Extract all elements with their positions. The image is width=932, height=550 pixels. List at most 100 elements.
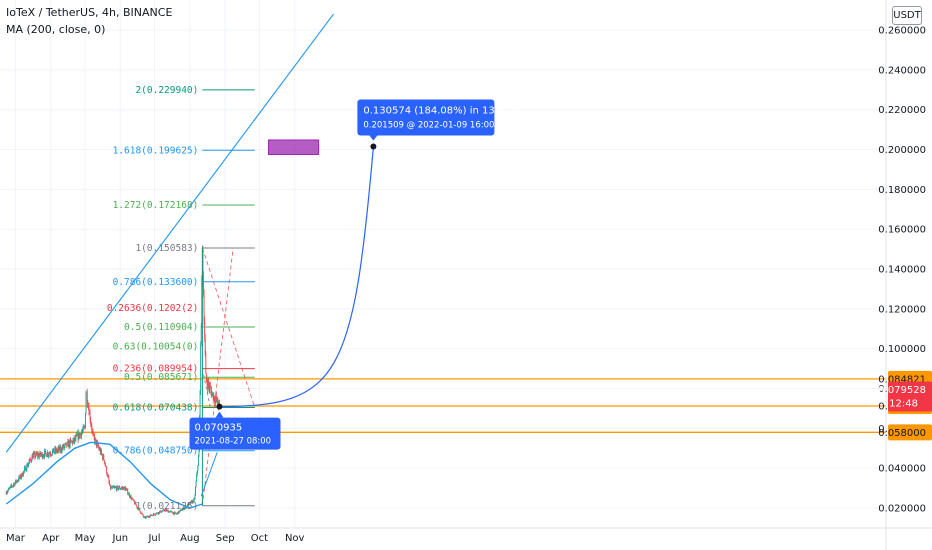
price-tick-label: 0.180000 [878, 185, 926, 196]
candle-body [203, 279, 204, 296]
tooltip-pointer [369, 135, 378, 141]
candle-body [173, 512, 175, 515]
candle-body [184, 507, 186, 509]
candle-body [64, 443, 66, 447]
candle-body [119, 486, 121, 489]
candle-body [196, 474, 198, 482]
candle-body [114, 487, 116, 488]
current-price-tag[interactable]: 0.079528 12:48 [878, 381, 932, 412]
candle-body [53, 452, 55, 453]
price-tag-box [888, 424, 932, 441]
candle-body [154, 514, 156, 516]
candle-body [30, 459, 32, 461]
candle-body [161, 511, 163, 513]
candle-body [198, 451, 200, 457]
price-tag-label: 0.058000 [878, 428, 926, 439]
projection-start-point[interactable] [216, 403, 223, 410]
candle-body [180, 509, 182, 511]
candle-body [106, 473, 108, 476]
candle-body [12, 486, 14, 487]
candle-body [20, 477, 22, 479]
candle-body [17, 480, 19, 482]
fib-extension-tool[interactable]: 2(0.229940) 1.618(0.199625) 1.272(0.172168… [107, 85, 256, 512]
currency-badge[interactable]: USDT [892, 6, 922, 25]
candle-body [200, 325, 202, 345]
drawings-layer[interactable]: 0.070935 2021-08-27 08:00 0.130574 (184.08… [5, 13, 523, 453]
candle-body [128, 493, 130, 497]
candle-body [208, 385, 210, 389]
candle-body [204, 338, 206, 355]
projection-curve[interactable] [219, 146, 374, 408]
candle-body [25, 470, 27, 471]
candle-body [189, 502, 191, 504]
candle-body [167, 510, 169, 513]
candle-body [74, 437, 76, 440]
candle-body [79, 433, 81, 438]
month-tick-label: Jul [147, 533, 160, 544]
projection-end-point[interactable] [370, 143, 377, 150]
candle-body [25, 466, 27, 471]
candle-body [118, 488, 120, 490]
candle-body [135, 502, 137, 505]
candle-body [146, 516, 148, 517]
candle-body [183, 507, 185, 510]
candle-body [117, 486, 118, 487]
projection-start-date: 2021-08-27 08:00 [194, 437, 271, 447]
candle-body [17, 480, 19, 482]
candle-body [54, 448, 56, 452]
tooltip-pointer [215, 411, 224, 418]
candle-body [175, 512, 177, 514]
candle-body [93, 433, 95, 438]
candle-body [131, 498, 133, 499]
candle-body [121, 488, 122, 489]
candle-body [148, 516, 150, 518]
candle-body [38, 455, 40, 458]
candle-body [114, 487, 116, 488]
candle-body [175, 513, 177, 515]
candle-body [215, 396, 217, 399]
month-tick-label: Apr [42, 533, 60, 544]
month-tick-label: Nov [285, 533, 305, 544]
candle-body [74, 437, 76, 442]
candle-body [156, 512, 158, 514]
candle-body [199, 390, 201, 417]
trend-line[interactable] [5, 13, 334, 453]
ma-indicator-label[interactable]: MA (200, close, 0) [6, 23, 106, 36]
level-tag-lower[interactable]: 0.058000 [878, 424, 932, 441]
candle-body [209, 385, 211, 388]
candle-body [6, 492, 8, 495]
candle-body [34, 456, 36, 458]
candle-body [71, 441, 73, 444]
candle-body [139, 511, 141, 513]
target-box[interactable] [268, 139, 320, 156]
candle-body [32, 454, 34, 459]
candle-body [43, 456, 45, 458]
candle-body [30, 460, 32, 462]
candle-body [20, 475, 22, 479]
chart-title: IoTeX / TetherUS, 4h, BINANCE [6, 6, 173, 19]
candle-body [91, 426, 93, 431]
candle-body [87, 403, 89, 407]
candle-body [105, 466, 107, 468]
candle-body [178, 511, 179, 514]
candle-body [78, 432, 80, 440]
candle-body [84, 427, 86, 428]
candle-body [180, 509, 182, 511]
candle-body [87, 406, 89, 408]
ma-200-line [5, 441, 203, 509]
price-tick-label: 0.260000 [878, 26, 926, 37]
price-axis[interactable]: 0.0200000.0400000.0600000.0800000.100000… [878, 0, 932, 550]
candle-body [140, 513, 142, 514]
time-axis[interactable]: Mar Apr May Jun Jul Aug Sep Oct Nov [0, 527, 932, 544]
candle-body [174, 512, 176, 514]
candle-body [66, 442, 68, 447]
candle-body [190, 501, 192, 504]
horizontal-levels[interactable] [0, 378, 886, 433]
candle-body [120, 488, 122, 490]
candle-body [70, 440, 72, 442]
candle-body [191, 501, 193, 504]
candle-body [182, 507, 184, 510]
candle-body [183, 508, 185, 510]
candle-body [210, 387, 212, 391]
